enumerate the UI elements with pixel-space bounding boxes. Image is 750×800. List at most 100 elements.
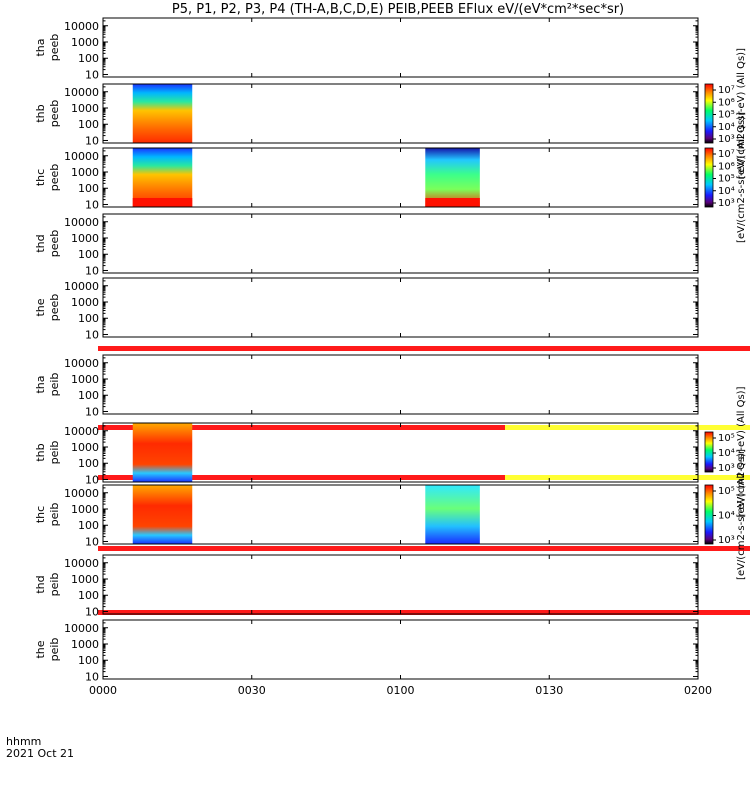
y-tick-label: 100 bbox=[78, 654, 99, 667]
colorbar-4: 10³ 10⁴ 10⁵ [eV/(cm2-s-sr-eV) (All Qs)] bbox=[704, 449, 747, 580]
y-tick-label: 1000 bbox=[71, 102, 99, 115]
y-tick-label: 10 bbox=[85, 68, 99, 81]
y-tick-label: 1000 bbox=[71, 441, 99, 454]
spectrogram-block bbox=[132, 485, 193, 544]
colorbar-3: 10³ 10⁴ 10⁵ [eV/(cm2-s-sr-eV) (All Qs)] bbox=[704, 386, 747, 517]
colorbar-tick-label: 10⁴ bbox=[718, 511, 735, 522]
panel-label-probe: thd bbox=[34, 575, 47, 593]
panel-thb-peeb: 10 100 1000 10000 thb peeb bbox=[34, 83, 699, 147]
panel-label-product: peib bbox=[48, 638, 61, 662]
colorbar-tick-label: 10⁴ bbox=[718, 186, 735, 197]
panel-thc-peib: 10 100 1000 10000 thc peib bbox=[34, 484, 699, 548]
y-tick-label: 100 bbox=[78, 312, 99, 325]
panel-thd-peeb: 10 100 1000 10000 thd peeb bbox=[34, 213, 699, 277]
x-tick-label: 0000 bbox=[89, 684, 117, 697]
panel-label-product: peib bbox=[48, 503, 61, 527]
x-label-date: 2021 Oct 21 bbox=[6, 747, 74, 760]
separator-bar bbox=[505, 475, 750, 480]
y-tick-label: 1000 bbox=[71, 573, 99, 586]
panel-frame bbox=[102, 354, 699, 415]
y-tick-label: 100 bbox=[78, 389, 99, 402]
colorbar-tick-label: 10³ bbox=[718, 463, 735, 474]
panel-label-product: peib bbox=[48, 441, 61, 465]
y-tick-label: 10 bbox=[85, 405, 99, 418]
x-tick-label: 0130 bbox=[535, 684, 563, 697]
colorbar-ramp bbox=[704, 83, 714, 144]
spectrogram-block bbox=[425, 485, 480, 544]
panel-thb-peib: 10 100 1000 10000 thb peib bbox=[34, 422, 699, 486]
y-tick-label: 100 bbox=[78, 182, 99, 195]
y-tick-label: 10000 bbox=[64, 150, 99, 163]
y-tick-label: 100 bbox=[78, 589, 99, 602]
panel-label-probe: tha bbox=[34, 38, 47, 56]
y-tick-label: 1000 bbox=[71, 503, 99, 516]
panel-label-probe: tha bbox=[34, 375, 47, 393]
y-tick-label: 10 bbox=[85, 670, 99, 683]
spectrogram-block bbox=[425, 148, 480, 207]
y-tick-label: 10 bbox=[85, 264, 99, 277]
separator-bar bbox=[98, 546, 750, 551]
panel-frame bbox=[102, 277, 699, 338]
y-tick-label: 10 bbox=[85, 535, 99, 548]
colorbar-tick-label: 10⁶ bbox=[718, 161, 735, 172]
panel-tha-peib: 10 100 1000 10000 tha peib bbox=[34, 354, 699, 418]
y-tick-label: 10 bbox=[85, 198, 99, 211]
y-tick-label: 10 bbox=[85, 134, 99, 147]
spectrogram-block bbox=[132, 148, 193, 207]
y-tick-label: 10000 bbox=[64, 280, 99, 293]
panel-frame bbox=[102, 213, 699, 274]
spectrogram-block bbox=[132, 84, 193, 143]
colorbar-tick-label: 10⁶ bbox=[718, 97, 735, 108]
y-tick-label: 10 bbox=[85, 328, 99, 341]
separator-bar bbox=[98, 425, 505, 430]
panel-thd-peib: 10 100 1000 10000 thd peib bbox=[34, 554, 699, 618]
y-tick-label: 10000 bbox=[64, 622, 99, 635]
y-tick-label: 10000 bbox=[64, 487, 99, 500]
colorbar-tick-label: 10⁴ bbox=[718, 122, 735, 133]
y-tick-label: 10000 bbox=[64, 357, 99, 370]
x-tick-label: 0100 bbox=[387, 684, 415, 697]
y-tick-label: 1000 bbox=[71, 166, 99, 179]
colorbar-label: [eV/(cm2-s-sr-eV) (All Qs)] bbox=[736, 449, 747, 580]
colorbar-tick-label: 10⁵ bbox=[718, 174, 735, 185]
panel-label-probe: thc bbox=[34, 169, 47, 186]
separator-bar bbox=[98, 346, 750, 351]
panel-frame bbox=[102, 554, 699, 615]
colorbar-tick-label: 10⁵ bbox=[718, 433, 735, 444]
y-tick-label: 100 bbox=[78, 52, 99, 65]
panel-label-probe: the bbox=[34, 298, 47, 316]
panel-the-peeb: 10 100 1000 10000 the peeb bbox=[34, 277, 699, 341]
panel-label-probe: the bbox=[34, 640, 47, 658]
panel-tha-peeb: 10 100 1000 10000 tha peeb bbox=[34, 17, 699, 81]
y-tick-label: 1000 bbox=[71, 232, 99, 245]
colorbar-tick-label: 10⁴ bbox=[718, 448, 735, 459]
colorbar-tick-label: 10³ bbox=[718, 535, 735, 546]
panel-label-product: peeb bbox=[48, 230, 61, 258]
panel-the-peib: 10 100 1000 10000 the peib bbox=[34, 619, 699, 683]
colorbar-label: [eV/(cm2-s-sr-eV) (All Qs)] bbox=[736, 112, 747, 243]
panel-label-probe: thd bbox=[34, 234, 47, 252]
panel-label-product: peeb bbox=[48, 34, 61, 62]
panel-label-product: peeb bbox=[48, 164, 61, 192]
separator-bar bbox=[98, 610, 750, 615]
low-energy-band bbox=[425, 198, 480, 207]
y-tick-label: 100 bbox=[78, 457, 99, 470]
colorbar-ramp bbox=[704, 147, 714, 208]
panel-label-product: peib bbox=[48, 573, 61, 597]
panel-label-probe: thb bbox=[34, 443, 47, 461]
separator-bar bbox=[505, 425, 750, 430]
spectrogram-block bbox=[132, 423, 193, 482]
y-tick-label: 10000 bbox=[64, 216, 99, 229]
x-label-hhmm: hhmm bbox=[6, 735, 41, 748]
colorbar-tick-label: 10⁷ bbox=[718, 149, 735, 160]
y-tick-label: 1000 bbox=[71, 296, 99, 309]
panel-label-probe: thc bbox=[34, 506, 47, 523]
panel-label-probe: thb bbox=[34, 104, 47, 122]
separator-bar bbox=[98, 475, 505, 480]
y-tick-label: 1000 bbox=[71, 373, 99, 386]
